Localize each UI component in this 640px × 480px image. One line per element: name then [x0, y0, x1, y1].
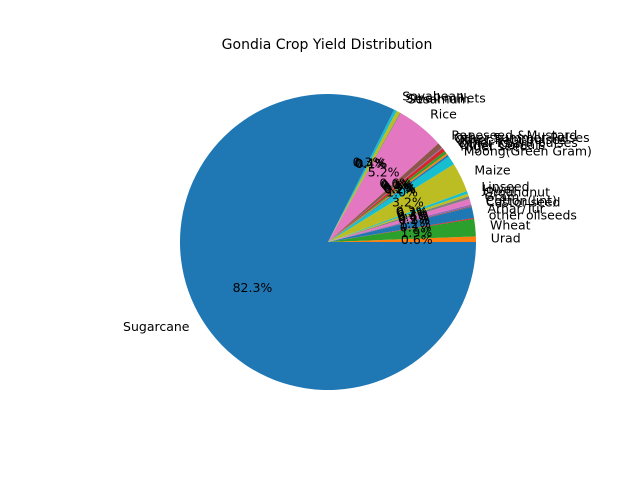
- slice-arhar-tur: [328, 206, 475, 242]
- slice-soyabean: [328, 109, 397, 242]
- pie-slices: [180, 94, 476, 391]
- percent-label-sesamum: 0.1%: [356, 156, 388, 171]
- label-jowar: Jowar: [481, 182, 517, 197]
- percent-label-other-cereals: 0.2%: [384, 181, 416, 196]
- percent-label-rapeseed-mustard: 0.6%: [379, 176, 411, 191]
- label-soyabean: Soyabean: [402, 89, 464, 104]
- label-other-cereals: Other Cereals: [459, 137, 545, 152]
- label-other-rabi-pulses: Other Rabi pulses: [455, 132, 566, 147]
- percent-label-linseed: 0.3%: [396, 204, 428, 219]
- slice-gram: [328, 198, 472, 242]
- percent-label-arhar-tur: 1.2%: [399, 216, 431, 231]
- slice-maize: [328, 164, 467, 242]
- label-rapeseed-mustard: Rapeseed &Mustard: [451, 127, 577, 142]
- slice-sesamum: [328, 112, 401, 243]
- label-urad: Urad: [491, 230, 521, 245]
- percent-label-sugarcane: 82.3%: [233, 280, 273, 295]
- label-cotton-lint: Cotton(lint): [486, 193, 557, 208]
- slice-urad: [328, 236, 476, 242]
- percent-label-maize: 3.2%: [392, 195, 424, 210]
- label-groundnut: Groundnut: [483, 185, 550, 200]
- label-niger-seed: Niger seed: [460, 139, 527, 154]
- label-other-oilseeds: other oilseeds: [489, 208, 577, 223]
- percent-label-groundnut: 0.3%: [397, 207, 429, 222]
- label-small-millets: Small millets: [405, 90, 485, 105]
- slice-other-summer-pulses: [328, 147, 443, 242]
- label-maize: Maize: [474, 162, 510, 177]
- label-rice: Rice: [430, 107, 457, 122]
- slice-small-millets: [328, 110, 400, 242]
- percent-label-jowar: 0.3%: [396, 205, 428, 220]
- label-linseed: Linseed: [481, 179, 529, 194]
- slice-other-rabi-pulses: [328, 148, 445, 242]
- slice-castor-seed: [328, 206, 472, 242]
- slice-linseed: [328, 190, 468, 242]
- percent-label-moong-green-gram: 1.0%: [386, 184, 418, 199]
- slice-niger-seed: [328, 154, 449, 242]
- percent-label-other-rabi-pulses: 0.4%: [382, 178, 414, 193]
- percent-label-rice: 5.2%: [368, 164, 400, 179]
- slice-sugarcane: [180, 94, 476, 391]
- slice-other-cereals: [328, 153, 448, 242]
- slice-other-oilseeds: [328, 217, 475, 242]
- label-arhar-tur: Arhar/Tur: [488, 201, 546, 216]
- slice-rice: [328, 113, 439, 242]
- label-other-kharif-pulses: Other Kharif pulses: [458, 135, 578, 150]
- percent-label-small-millets: 0.4%: [354, 155, 386, 170]
- label-other-summer-pulses: Other Summer Pulses: [454, 130, 590, 145]
- percent-label-urad: 0.6%: [401, 232, 433, 247]
- label-gram: Gram: [485, 189, 520, 204]
- percent-label-other-kharif-pulses: 0.3%: [383, 180, 415, 195]
- slice-moong-green-gram: [328, 156, 454, 242]
- slice-other-kharif-pulses: [328, 151, 447, 242]
- slice-wheat: [328, 218, 476, 242]
- percent-label-wheat: 1.9%: [400, 225, 432, 240]
- percent-label-cotton-lint: 0.2%: [398, 211, 430, 226]
- label-sugarcane: Sugarcane: [123, 319, 190, 334]
- slice-cotton-lint: [328, 204, 472, 242]
- label-castor-seed: Castor seed: [486, 194, 560, 209]
- slice-jowar: [328, 193, 469, 242]
- percent-label-gram: 0.6%: [398, 209, 430, 224]
- percent-label-niger-seed: 0.2%: [384, 182, 416, 197]
- chart-title: Gondia Crop Yield Distribution: [222, 37, 433, 53]
- percent-label-castor-seed: 0.1%: [398, 212, 430, 227]
- slice-rapeseed-mustard: [328, 143, 442, 242]
- percent-label-other-summer-pulses: 0.1%: [381, 177, 413, 192]
- label-wheat: Wheat: [490, 218, 531, 233]
- percent-label-other-oilseeds: 0.1%: [400, 219, 432, 234]
- pie-labels: Urad 0.6% Wheat 1.9% other oilseeds 0.1% Arhar…: [123, 89, 592, 334]
- label-moong-green-gram: Moong(Green Gram): [464, 144, 592, 159]
- label-sesamum: Sesamum: [408, 92, 470, 107]
- slice-groundnut: [328, 196, 470, 242]
- percent-label-soyabean: 0.3%: [353, 154, 385, 169]
